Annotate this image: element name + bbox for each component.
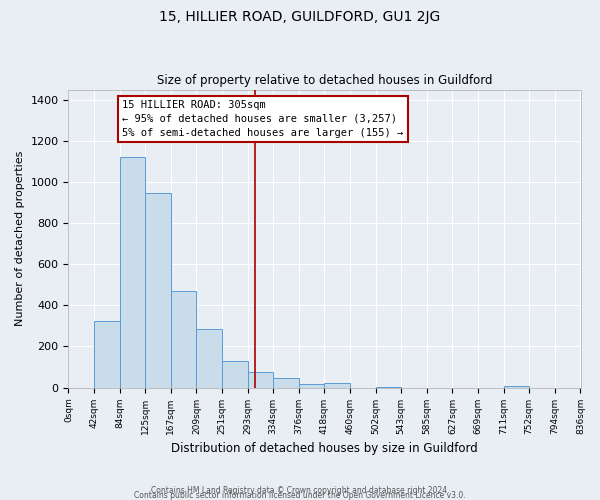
Bar (299, 384, 325, 388)
Text: 15, HILLIER ROAD, GUILDFORD, GU1 2JG: 15, HILLIER ROAD, GUILDFORD, GU1 2JG (160, 10, 440, 24)
Bar (145, 194, 170, 388)
Text: 15 HILLIER ROAD: 305sqm
← 95% of detached houses are smaller (3,257)
5% of semi-: 15 HILLIER ROAD: 305sqm ← 95% of detache… (122, 100, 404, 138)
Bar (504, 386, 529, 388)
Bar (248, 372, 273, 388)
Text: Contains public sector information licensed under the Open Government Licence v3: Contains public sector information licen… (134, 491, 466, 500)
Bar (376, 386, 401, 388)
Text: Contains HM Land Registry data © Crown copyright and database right 2024.: Contains HM Land Registry data © Crown c… (151, 486, 449, 495)
Bar (325, 384, 350, 388)
Bar (196, 329, 222, 388)
Bar (273, 378, 299, 388)
Bar (170, 291, 196, 388)
Bar (222, 361, 248, 388)
Bar (120, 158, 145, 388)
Y-axis label: Number of detached properties: Number of detached properties (15, 151, 25, 326)
Bar (94, 321, 120, 388)
X-axis label: Distribution of detached houses by size in Guildford: Distribution of detached houses by size … (171, 442, 478, 455)
Title: Size of property relative to detached houses in Guildford: Size of property relative to detached ho… (157, 74, 492, 87)
